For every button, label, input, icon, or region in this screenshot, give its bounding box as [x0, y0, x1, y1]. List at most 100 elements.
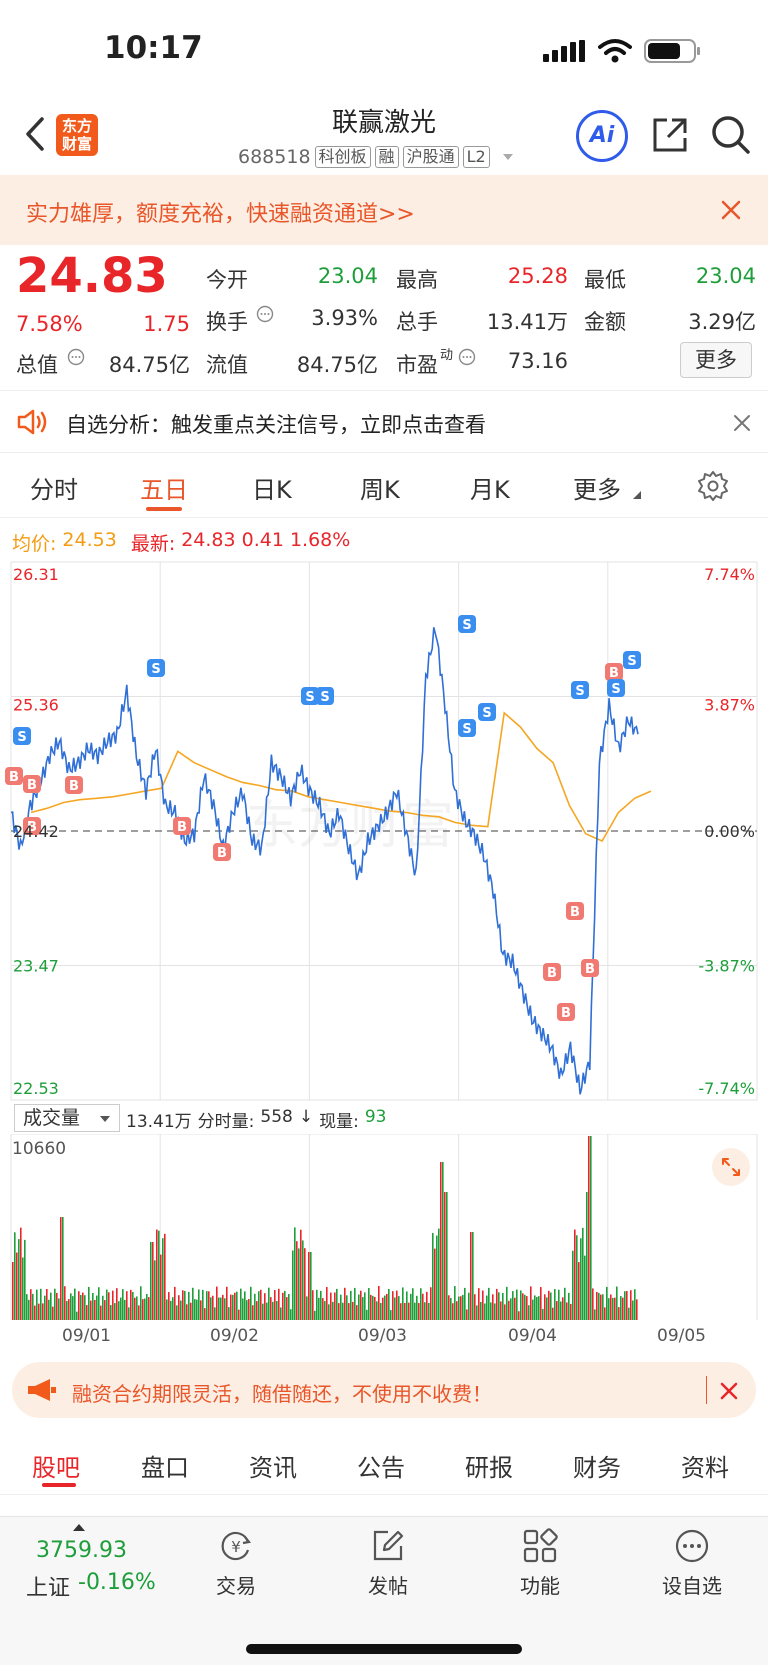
close-icon[interactable] [733, 414, 751, 432]
close-icon[interactable] [720, 199, 742, 221]
volume-bar [78, 1291, 80, 1320]
tab-forum[interactable]: 股吧 [32, 1454, 80, 1482]
promo-text[interactable]: 实力雄厚，额度充裕，快速融资通道>> [26, 202, 415, 227]
sell-marker[interactable]: S [458, 615, 476, 633]
buy-marker[interactable]: B [566, 902, 584, 920]
buy-marker[interactable]: B [543, 963, 561, 981]
index-value[interactable]: 3759.93 [36, 1538, 127, 1563]
tab-profile[interactable]: 资料 [681, 1454, 729, 1482]
tab-research[interactable]: 研报 [465, 1454, 513, 1482]
volume-bar [400, 1303, 402, 1320]
post-label[interactable]: 发帖 [368, 1574, 408, 1598]
tab-weekly-k[interactable]: 周K [360, 476, 400, 504]
volume-bar [66, 1300, 68, 1320]
sell-marker[interactable]: S [571, 681, 589, 699]
info-icon[interactable] [67, 348, 85, 366]
alert-text[interactable]: 自选分析：触发重点关注信号，立即点击查看 [66, 413, 486, 437]
sell-marker[interactable]: S [478, 703, 496, 721]
share-icon[interactable] [650, 115, 690, 155]
volume-bar [608, 1298, 610, 1320]
volume-bar [462, 1294, 464, 1320]
volume-bar [36, 1289, 38, 1320]
apps-icon[interactable] [522, 1528, 558, 1564]
buy-marker[interactable]: B [23, 775, 41, 793]
index-name[interactable]: 上证 [26, 1576, 71, 1601]
buy-marker[interactable]: B [581, 959, 599, 977]
volume-bar [592, 1288, 594, 1320]
tab-five-day[interactable]: 五日 [140, 476, 188, 504]
more-button[interactable]: 更多 [680, 342, 752, 378]
buy-marker[interactable]: B [23, 817, 41, 835]
volume-bar [464, 1287, 466, 1320]
volume-bar [292, 1250, 294, 1320]
volume-bar [152, 1242, 154, 1320]
back-icon[interactable] [24, 116, 46, 152]
volume-bar [360, 1290, 362, 1320]
search-icon[interactable] [710, 114, 752, 156]
volume-bar [630, 1290, 632, 1320]
volume-bar [372, 1295, 374, 1320]
index-change[interactable]: -0.16% [78, 1570, 156, 1595]
volume-selector[interactable]: 成交量 [14, 1104, 120, 1132]
sell-marker[interactable]: S [623, 651, 641, 669]
latest-change: 0.41 [241, 529, 284, 551]
functions-label[interactable]: 功能 [520, 1574, 560, 1598]
sell-marker[interactable]: S [301, 687, 319, 705]
volume-bar [466, 1309, 468, 1320]
volume-bar [190, 1302, 192, 1320]
tab-financials[interactable]: 财务 [573, 1454, 621, 1482]
volume-bar [200, 1300, 202, 1320]
volume-bar [346, 1295, 348, 1320]
post-icon[interactable] [370, 1528, 406, 1564]
expand-button[interactable] [712, 1148, 750, 1186]
volume-bar [28, 1299, 30, 1320]
volume-chart[interactable] [0, 1134, 768, 1320]
volume-bar [554, 1289, 556, 1320]
volume-bar [618, 1307, 620, 1320]
sell-marker[interactable]: S [316, 687, 334, 705]
marker-label: S [462, 722, 471, 737]
trade-icon[interactable]: ¥ [218, 1528, 254, 1564]
info-icon[interactable] [458, 348, 476, 366]
tab-orderbook[interactable]: 盘口 [141, 1454, 189, 1482]
volume-bar [244, 1291, 246, 1320]
buy-marker[interactable]: B [557, 1003, 575, 1021]
sell-marker[interactable]: S [147, 659, 165, 677]
sell-marker[interactable]: S [13, 727, 31, 745]
tab-daily-k[interactable]: 日K [252, 476, 292, 504]
volume-bar [594, 1309, 596, 1320]
volume-bar [140, 1286, 142, 1320]
notice-text[interactable]: 融资合约期限灵活，随借随还，不使用不收费！ [72, 1382, 492, 1406]
gear-icon[interactable] [697, 470, 729, 502]
buy-marker[interactable]: B [65, 776, 83, 794]
close-icon[interactable] [720, 1382, 738, 1400]
trade-label[interactable]: 交易 [216, 1574, 256, 1598]
tab-news[interactable]: 资讯 [249, 1454, 297, 1482]
buy-marker[interactable]: B [173, 817, 191, 835]
buy-marker[interactable]: B [605, 663, 623, 681]
more-options-icon[interactable] [674, 1528, 710, 1564]
volume-bar [80, 1294, 82, 1320]
tab-monthly-k[interactable]: 月K [470, 476, 510, 504]
volume-bar [170, 1300, 172, 1320]
buy-marker[interactable]: B [5, 767, 23, 785]
promo-banner[interactable] [0, 175, 768, 245]
ai-button[interactable]: Ai [576, 110, 628, 162]
notice-bar[interactable] [12, 1362, 756, 1418]
stock-code-row[interactable]: 688518 科创板 融 沪股通 L2 [238, 146, 516, 168]
sell-marker[interactable]: S [607, 679, 625, 697]
add-watchlist-label[interactable]: 设自选 [662, 1574, 722, 1598]
tab-more[interactable]: 更多 [573, 476, 621, 504]
volume-bar [404, 1302, 406, 1320]
tab-intraday[interactable]: 分时 [30, 476, 78, 504]
tab-announcements[interactable]: 公告 [357, 1454, 405, 1482]
volume-bar [500, 1301, 502, 1320]
volume-bar [470, 1232, 472, 1320]
volume-bar [232, 1294, 234, 1320]
sell-marker[interactable]: S [458, 719, 476, 737]
info-icon[interactable] [256, 305, 274, 323]
avg-label: 均价: [12, 533, 57, 555]
buy-marker[interactable]: B [213, 843, 231, 861]
current-label: 现量: [319, 1112, 359, 1132]
